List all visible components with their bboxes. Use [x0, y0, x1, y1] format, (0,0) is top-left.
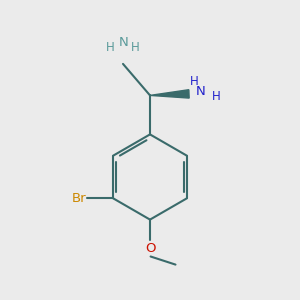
Text: H: H — [131, 41, 140, 54]
Text: O: O — [145, 242, 155, 255]
Text: N: N — [119, 36, 128, 49]
Polygon shape — [150, 90, 189, 98]
Text: H: H — [190, 74, 199, 88]
Text: H: H — [106, 41, 115, 54]
Text: N: N — [196, 85, 205, 98]
Text: H: H — [212, 90, 221, 103]
Text: Br: Br — [72, 192, 86, 205]
